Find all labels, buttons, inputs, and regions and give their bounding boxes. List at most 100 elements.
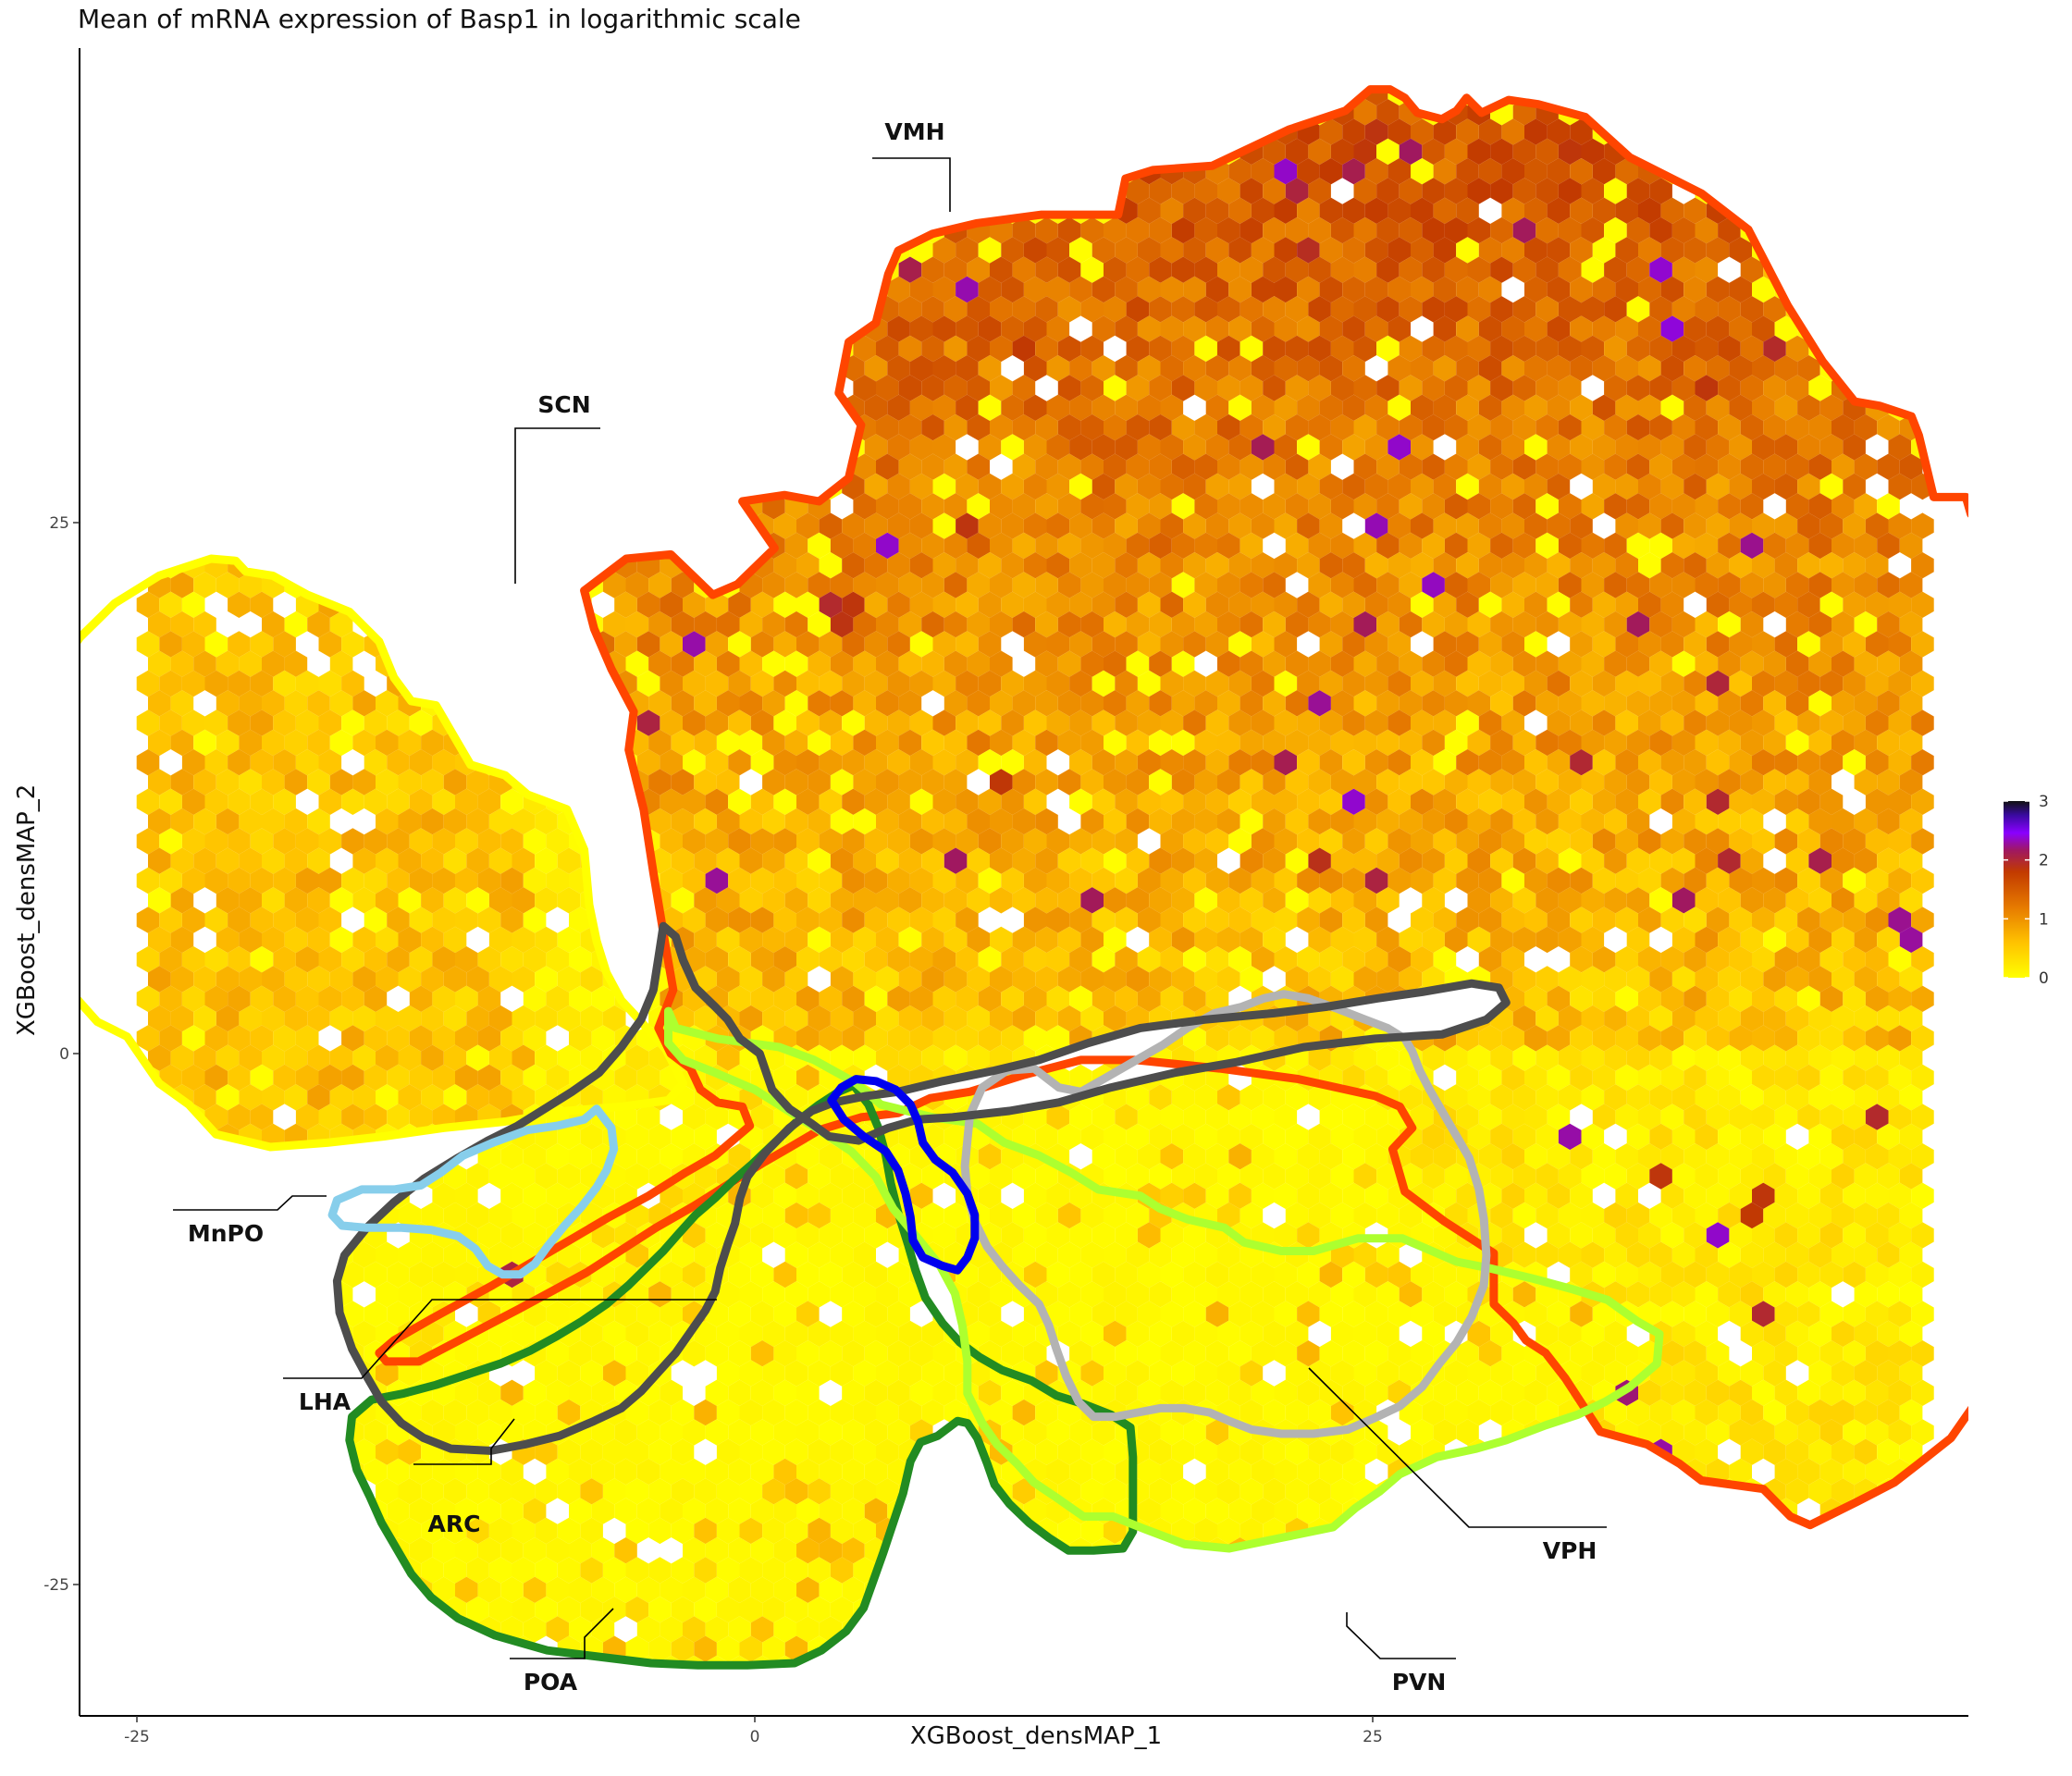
hex-cell xyxy=(842,828,865,855)
hex-cell xyxy=(170,1360,194,1387)
hex-cell xyxy=(887,1025,910,1052)
hex-cell xyxy=(1411,828,1434,855)
hex-cell xyxy=(488,138,512,166)
hex-cell xyxy=(262,769,285,796)
hex-cell xyxy=(1023,788,1047,815)
hex-cell xyxy=(1490,296,1513,323)
hex-cell xyxy=(842,197,865,224)
hex-cell xyxy=(1524,1025,1548,1052)
hex-cell xyxy=(1660,591,1684,618)
hex-cell xyxy=(648,650,672,677)
hex-cell xyxy=(671,216,695,244)
hex-cell xyxy=(1217,966,1240,993)
hex-cell xyxy=(1160,749,1184,776)
hex-cell xyxy=(1512,493,1536,520)
hex-cell xyxy=(1297,709,1320,736)
hex-cell xyxy=(1251,89,1275,106)
hex-cell xyxy=(1592,788,1616,815)
hex-cell xyxy=(1342,709,1365,736)
hex-cell xyxy=(750,89,774,106)
hex-cell xyxy=(1740,375,1764,401)
hex-cell xyxy=(421,572,444,598)
hex-cell xyxy=(1456,906,1479,933)
hex-cell xyxy=(648,453,672,480)
hex-cell xyxy=(1649,769,1672,796)
hex-cell xyxy=(421,847,444,874)
hex-cell xyxy=(1478,512,1502,539)
hex-cell xyxy=(978,867,1002,894)
hex-cell xyxy=(1285,887,1309,914)
hex-cell xyxy=(1194,256,1217,283)
hex-cell xyxy=(1604,610,1627,638)
hex-cell xyxy=(819,709,843,736)
hex-cell xyxy=(216,847,240,874)
hex-cell xyxy=(625,966,649,993)
hex-cell xyxy=(387,394,410,421)
hex-cell xyxy=(1467,256,1491,283)
hex-cell xyxy=(432,237,455,264)
hex-cell xyxy=(1706,355,1730,382)
hex-cell xyxy=(1023,158,1047,185)
hex-cell xyxy=(1649,99,1672,126)
hex-cell xyxy=(1490,413,1513,441)
hex-cell xyxy=(557,610,581,638)
hex-cell xyxy=(1205,118,1229,145)
hex-cell xyxy=(1171,453,1195,480)
hex-cell xyxy=(625,138,649,166)
hex-cell xyxy=(1274,355,1298,382)
hex-cell xyxy=(148,808,171,835)
hex-cell xyxy=(614,867,637,894)
hex-cell xyxy=(1399,769,1423,796)
hex-cell xyxy=(352,1084,376,1111)
hex-cell xyxy=(1684,276,1707,303)
hex-cell xyxy=(432,591,455,618)
hex-cell xyxy=(1057,847,1081,874)
hex-cell xyxy=(1581,256,1605,283)
hex-cell xyxy=(329,1044,353,1071)
hex-cell xyxy=(762,256,785,283)
hex-cell xyxy=(739,296,763,323)
hex-cell xyxy=(1615,355,1638,382)
hex-cell xyxy=(1069,749,1092,776)
hex-cell xyxy=(591,394,615,421)
hex-cell xyxy=(1080,138,1104,166)
hex-cell xyxy=(1171,493,1195,520)
hex-cell xyxy=(1171,808,1195,835)
hex-cell xyxy=(204,315,228,342)
hex-cell xyxy=(580,769,603,796)
hex-cell xyxy=(193,729,216,757)
hex-cell xyxy=(1183,237,1206,264)
hex-cell xyxy=(1104,256,1127,283)
hex-cell xyxy=(1752,118,1775,145)
hex-cell xyxy=(1046,473,1070,500)
hex-cell xyxy=(432,394,455,421)
hex-cell xyxy=(1671,453,1696,480)
hex-cell xyxy=(660,631,683,658)
hex-cell xyxy=(739,375,763,401)
hex-cell xyxy=(1490,335,1513,363)
hex-cell xyxy=(1422,1005,1445,1032)
hex-cell xyxy=(1467,769,1491,796)
hex-cell xyxy=(1205,788,1229,815)
hex-cell xyxy=(170,532,194,560)
hex-cell xyxy=(1604,769,1627,796)
hex-cell xyxy=(204,89,228,106)
hex-cell xyxy=(455,434,478,461)
hex-cell xyxy=(762,690,785,717)
hex-cell xyxy=(1832,178,1855,204)
hex-cell xyxy=(1752,552,1775,579)
hex-cell xyxy=(329,926,353,954)
hex-cell xyxy=(1057,256,1081,283)
hex-cell xyxy=(1524,1064,1548,1092)
hex-cell xyxy=(443,847,467,874)
hex-cell xyxy=(1364,709,1388,736)
hex-cell xyxy=(1388,828,1411,855)
hex-cell xyxy=(1626,216,1650,244)
hex-cell xyxy=(262,375,285,401)
hex-cell xyxy=(318,473,342,500)
hex-cell xyxy=(1832,926,1855,954)
hex-cell xyxy=(602,178,626,204)
hex-cell xyxy=(1444,178,1468,204)
hex-cell xyxy=(1695,99,1719,126)
hex-cell xyxy=(228,473,251,500)
